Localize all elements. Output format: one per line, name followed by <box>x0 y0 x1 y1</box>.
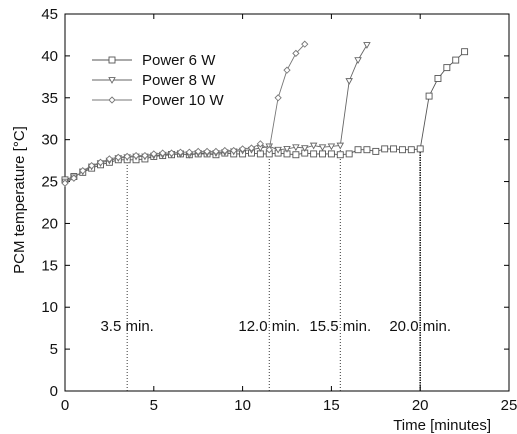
y-axis-title: PCM temperature [°C] <box>11 126 28 274</box>
y-tick-label: 45 <box>41 6 58 23</box>
x-tick-label: 10 <box>234 397 251 414</box>
data-point <box>354 57 362 65</box>
data-point <box>167 149 176 157</box>
annotation-label: 15.5 min. <box>309 318 371 335</box>
data-point <box>96 158 105 166</box>
legend-marker <box>108 56 116 64</box>
data-point <box>150 150 158 158</box>
data-point <box>434 75 442 82</box>
annotation-label: 3.5 min. <box>100 318 153 335</box>
data-point <box>309 142 318 150</box>
y-tick-label: 10 <box>41 299 58 316</box>
data-point <box>327 143 336 151</box>
data-point <box>292 144 300 152</box>
data-point <box>416 145 424 153</box>
data-point <box>336 151 344 159</box>
legend-label: Power 6 W <box>142 52 216 69</box>
data-point <box>310 150 318 158</box>
x-tick-label: 0 <box>61 397 69 414</box>
data-point <box>141 151 149 160</box>
data-point <box>203 147 211 156</box>
data-point <box>212 147 220 156</box>
x-tick-label: 5 <box>150 397 158 414</box>
annotation-label: 12.0 min. <box>238 318 300 335</box>
data-point <box>123 152 131 161</box>
data-point <box>461 48 469 56</box>
data-point <box>274 94 282 102</box>
data-point <box>319 150 326 158</box>
y-tick-label: 0 <box>50 383 58 400</box>
series-line <box>64 43 306 184</box>
data-point <box>70 174 78 182</box>
data-point <box>274 146 282 154</box>
data-point <box>114 153 122 161</box>
legend-label: Power 10 W <box>142 92 225 109</box>
plot-frame <box>64 13 510 392</box>
data-point <box>105 155 114 163</box>
x-axis-title: Time [minutes] <box>393 417 491 434</box>
y-tick-label: 30 <box>41 132 58 149</box>
data-point <box>292 49 300 58</box>
y-tick-label: 35 <box>41 90 58 107</box>
data-point <box>88 162 96 170</box>
y-tick-label: 25 <box>41 174 58 191</box>
data-point <box>345 78 353 85</box>
data-point <box>194 147 202 156</box>
y-tick-label: 5 <box>50 341 58 358</box>
data-point <box>176 148 185 156</box>
data-point <box>443 64 451 72</box>
data-point <box>372 147 380 155</box>
data-point <box>221 146 229 155</box>
data-point <box>300 145 309 152</box>
data-point <box>336 142 345 150</box>
series-1 <box>61 48 469 184</box>
data-point <box>425 92 433 100</box>
data-point <box>247 144 256 152</box>
legend-marker <box>108 96 116 104</box>
data-point <box>238 145 247 153</box>
data-point <box>283 146 291 153</box>
x-tick-label: 15 <box>323 397 340 414</box>
data-point <box>398 146 406 154</box>
data-point <box>452 56 460 64</box>
data-point <box>292 151 300 159</box>
y-tick-label: 15 <box>41 257 58 274</box>
data-point <box>363 146 371 154</box>
data-point <box>79 167 87 175</box>
legend-marker <box>108 77 116 84</box>
data-point <box>230 146 238 155</box>
data-point <box>363 42 371 49</box>
annotation-label: 20.0 min. <box>389 318 451 335</box>
y-tick-label: 40 <box>41 48 58 65</box>
series-line <box>64 51 465 181</box>
legend: Power 6 W Power 8 W Power 10 W <box>92 52 225 109</box>
data-point <box>61 179 69 187</box>
plot-area: 0 5 10 15 20 25 0 5 10 15 20 25 30 35 40 45 3.5 min. 12.0… <box>41 6 517 414</box>
x-tick-label: 20 <box>412 397 429 414</box>
data-point <box>132 151 140 160</box>
data-point <box>327 150 335 158</box>
data-point <box>185 148 193 156</box>
series-3 <box>61 40 309 187</box>
data-point <box>159 149 167 157</box>
data-point <box>318 144 327 152</box>
data-point <box>301 40 309 48</box>
data-point <box>283 66 291 74</box>
data-point <box>354 146 362 154</box>
x-tick-label: 25 <box>501 397 517 414</box>
data-point <box>345 150 353 158</box>
data-point <box>256 140 264 148</box>
data-point <box>390 145 398 153</box>
data-point <box>381 145 389 153</box>
data-point <box>265 146 273 154</box>
legend-label: Power 8 W <box>142 72 216 89</box>
y-tick-label: 20 <box>41 215 58 232</box>
data-point <box>407 146 415 154</box>
